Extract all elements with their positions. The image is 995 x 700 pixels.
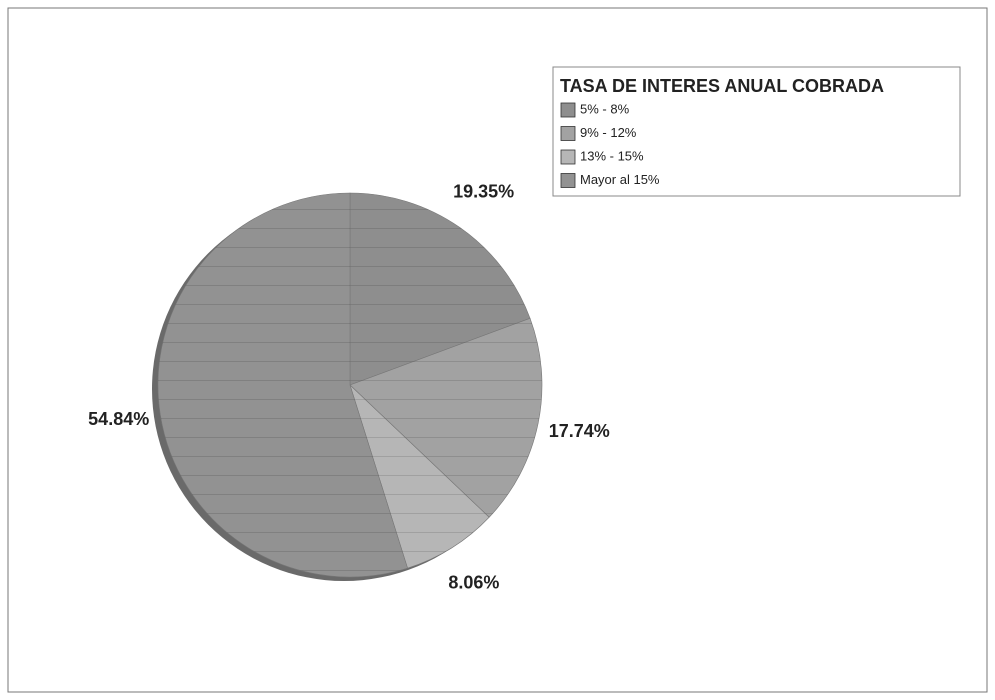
data-label: 54.84% <box>88 409 149 429</box>
legend: TASA DE INTERES ANUAL COBRADA 5% - 8% 9% … <box>552 66 961 197</box>
legend-swatch <box>560 126 576 141</box>
legend-swatch <box>560 102 576 118</box>
data-label: 17.74% <box>549 421 610 441</box>
pie: 19.35% 17.74% 8.06% 54.84% <box>88 182 610 593</box>
legend-label: Mayor al 15% <box>580 172 660 187</box>
legend-label: 9% - 12% <box>580 125 637 140</box>
slice-texture <box>350 385 490 569</box>
legend-swatch <box>560 173 576 188</box>
legend-title: TASA DE INTERES ANUAL COBRADA <box>560 76 884 96</box>
slice-texture <box>157 193 408 578</box>
slice-texture <box>350 318 542 518</box>
data-label: 8.06% <box>448 572 499 592</box>
legend-label: 5% - 8% <box>580 101 630 116</box>
legend-swatch <box>560 149 576 165</box>
legend-label: 13% - 15% <box>580 148 644 163</box>
slice-texture <box>350 193 531 385</box>
data-label: 19.35% <box>453 182 514 202</box>
legend-box <box>552 66 961 197</box>
